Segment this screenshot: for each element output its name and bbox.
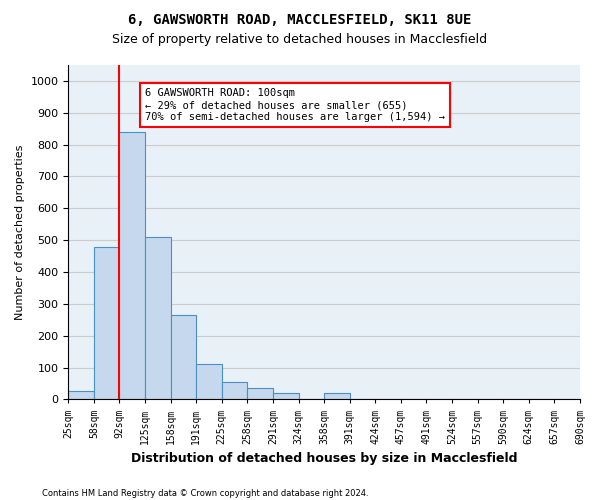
X-axis label: Distribution of detached houses by size in Macclesfield: Distribution of detached houses by size … — [131, 452, 517, 465]
Bar — [145, 237, 170, 400]
Y-axis label: Number of detached properties: Number of detached properties — [15, 144, 25, 320]
Bar — [68, 392, 94, 400]
Bar — [119, 132, 145, 400]
Bar — [273, 393, 299, 400]
Bar — [94, 246, 119, 400]
Bar — [247, 388, 273, 400]
Bar — [222, 382, 247, 400]
Bar — [170, 315, 196, 400]
Text: 6 GAWSWORTH ROAD: 100sqm
← 29% of detached houses are smaller (655)
70% of semi-: 6 GAWSWORTH ROAD: 100sqm ← 29% of detach… — [145, 88, 445, 122]
Bar — [196, 364, 222, 400]
Bar — [324, 393, 350, 400]
Text: Size of property relative to detached houses in Macclesfield: Size of property relative to detached ho… — [112, 32, 488, 46]
Text: Contains HM Land Registry data © Crown copyright and database right 2024.: Contains HM Land Registry data © Crown c… — [42, 488, 368, 498]
Text: 6, GAWSWORTH ROAD, MACCLESFIELD, SK11 8UE: 6, GAWSWORTH ROAD, MACCLESFIELD, SK11 8U… — [128, 12, 472, 26]
